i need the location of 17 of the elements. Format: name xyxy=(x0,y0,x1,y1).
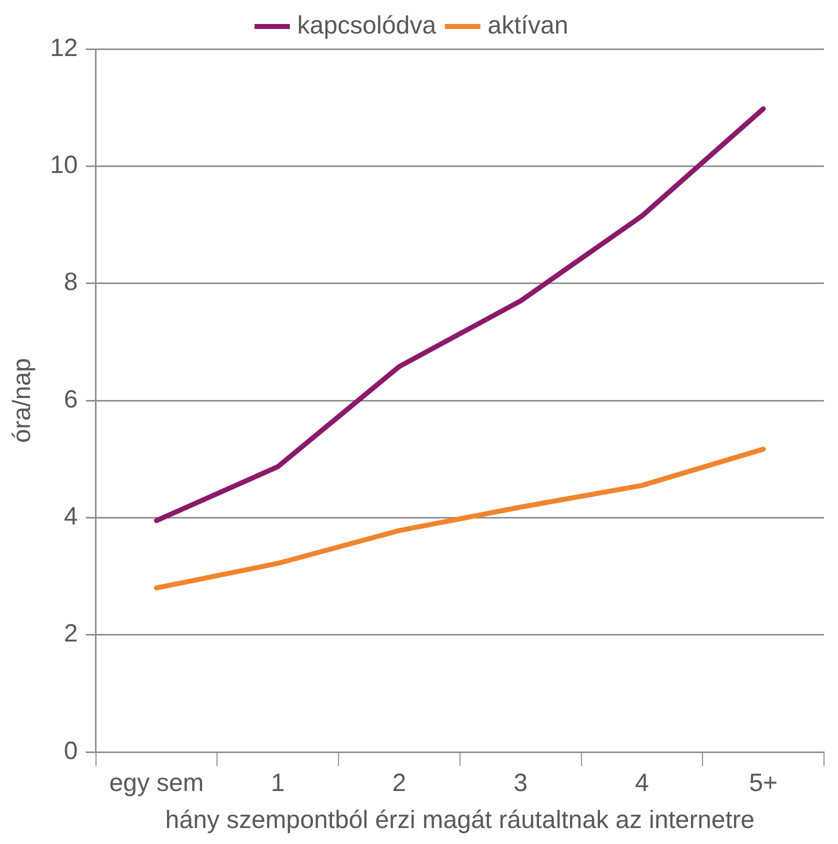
y-tick-label: 12 xyxy=(50,34,78,62)
x-axis-title: hány szempontból érzi magát ráutaltnak az internetre xyxy=(165,806,755,834)
x-tick-label: 3 xyxy=(514,768,528,797)
y-tick-label: 0 xyxy=(64,736,78,765)
y-tick-label: 4 xyxy=(64,502,78,531)
legend-label: kapcsolódva xyxy=(297,11,436,40)
x-tick-label: 2 xyxy=(392,768,406,797)
legend-label: aktívan xyxy=(488,11,568,40)
y-tick-label: 2 xyxy=(64,620,78,648)
x-tick-label: egy sem xyxy=(109,768,204,797)
y-tick-label: 10 xyxy=(50,151,78,180)
y-axis-title: óra/nap xyxy=(8,358,36,443)
x-tick-label: 4 xyxy=(635,768,649,797)
y-tick-label: 8 xyxy=(64,268,78,296)
x-tick-label: 1 xyxy=(270,768,285,797)
y-tick-label: 6 xyxy=(64,385,78,414)
x-tick-label: 5+ xyxy=(749,768,778,797)
